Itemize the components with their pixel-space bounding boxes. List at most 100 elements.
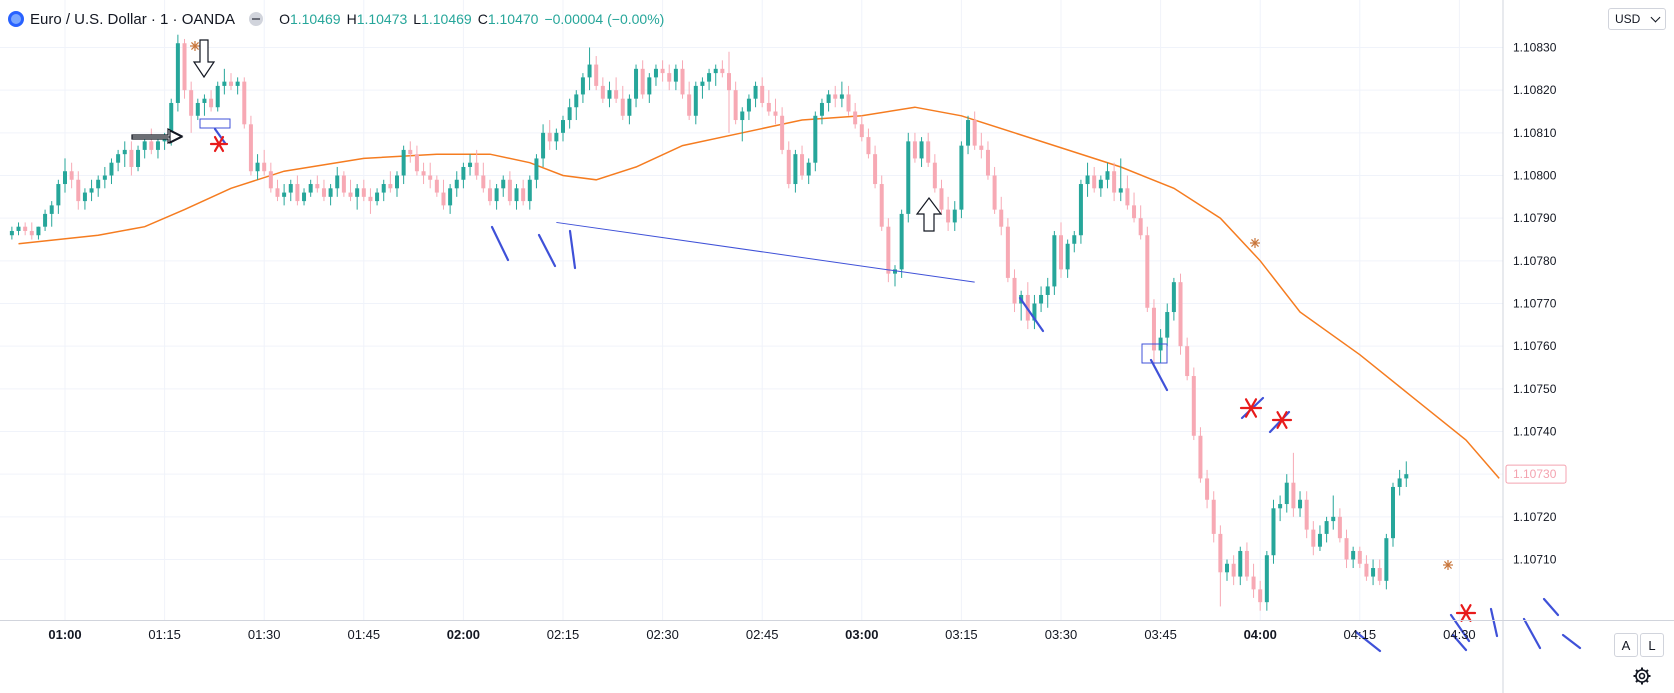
candle-body — [295, 184, 300, 202]
x-tick-label: 02:00 — [447, 627, 480, 642]
candle-body — [534, 158, 539, 180]
x-tick-label: 04:30 — [1443, 627, 1476, 642]
candle-body — [999, 209, 1004, 227]
candle-body — [335, 175, 340, 189]
change-value: −0.00004 (−0.00%) — [544, 11, 665, 27]
star-marker — [1455, 604, 1477, 622]
star-marker — [209, 135, 229, 153]
open-label: O — [279, 11, 290, 27]
candle-body — [806, 162, 811, 176]
candle-body — [408, 149, 413, 155]
candle-body — [713, 68, 718, 74]
candle-body — [660, 68, 665, 74]
candle-body — [1072, 235, 1077, 244]
candle-body — [541, 132, 546, 159]
auto-scale-button[interactable]: A — [1614, 633, 1638, 657]
candle-body — [1105, 171, 1110, 180]
candle-body — [1039, 294, 1044, 304]
candle-body — [16, 226, 21, 231]
candle-body — [932, 162, 937, 189]
candle-body — [341, 175, 346, 193]
candle-body — [647, 77, 652, 95]
candle-body — [501, 179, 506, 189]
candle-body — [760, 85, 765, 103]
candle-body — [56, 184, 61, 206]
candle-body — [1384, 538, 1389, 581]
candle-body — [1344, 538, 1349, 560]
drawings-layer — [131, 39, 1582, 653]
asterisk-marker — [190, 41, 200, 51]
candle-body — [209, 98, 214, 108]
log-scale-button[interactable]: L — [1640, 633, 1664, 657]
candle-body — [780, 115, 785, 150]
candle-body — [926, 141, 931, 163]
candle-body — [700, 81, 705, 86]
gear-icon[interactable] — [1632, 666, 1652, 686]
hide-icon[interactable] — [249, 12, 264, 26]
candle-body — [1284, 482, 1289, 505]
candle-body — [1078, 184, 1083, 236]
candle-body — [707, 73, 712, 82]
candle-body — [667, 73, 672, 82]
drawing-stroke — [1018, 296, 1045, 333]
candle-body — [687, 94, 692, 116]
x-tick-label: 03:45 — [1144, 627, 1177, 642]
candle-body — [580, 77, 585, 95]
candle-body — [96, 179, 101, 189]
drawing-stroke — [537, 233, 557, 268]
candle-body — [248, 124, 253, 172]
candle-body — [959, 145, 964, 210]
candle-body — [620, 98, 625, 116]
candle-body — [242, 81, 247, 125]
candle-body — [600, 85, 605, 99]
candle-body — [1205, 478, 1210, 500]
x-tick-label: 02:15 — [547, 627, 580, 642]
candle-body — [727, 73, 731, 91]
y-tick-label: 1.10760 — [1513, 339, 1557, 353]
candle-body — [979, 145, 984, 150]
candle-body — [826, 94, 831, 103]
candle-body — [235, 81, 240, 86]
symbol-title[interactable]: Euro / U.S. Dollar · 1 · OANDA — [30, 10, 236, 28]
candle-body — [1132, 205, 1137, 219]
candle-body — [282, 192, 287, 197]
candle-body — [1138, 218, 1143, 236]
candle-body — [468, 162, 473, 167]
y-tick-label: 1.10800 — [1513, 169, 1557, 183]
candle-body — [1364, 563, 1369, 577]
drawing-rectangle — [199, 118, 231, 129]
chevron-down-icon — [1650, 12, 1661, 23]
drawing-rectangle — [1141, 343, 1168, 364]
candle-body — [189, 90, 194, 116]
y-tick-label: 1.10820 — [1513, 83, 1557, 97]
candle-body — [1258, 589, 1263, 603]
candle-body — [1012, 277, 1017, 304]
candle-body — [1371, 568, 1376, 577]
drawing-stroke — [1354, 630, 1382, 653]
candle-body — [607, 90, 612, 99]
candle-body — [23, 226, 28, 231]
candle-body — [587, 64, 592, 78]
x-tick-label: 03:30 — [1045, 627, 1078, 642]
arrow-down-marker — [192, 39, 216, 79]
candle-body — [1052, 235, 1057, 287]
candle-body — [82, 192, 87, 202]
moving-average-layer — [18, 106, 1500, 479]
candle-body — [122, 149, 127, 155]
candle-body — [43, 213, 48, 227]
x-tick-label: 01:30 — [248, 627, 281, 642]
candle-body — [786, 149, 791, 185]
candle-body — [36, 226, 41, 236]
candle-body — [853, 111, 858, 125]
candle-body — [966, 120, 971, 146]
star-stroke — [1460, 604, 1472, 622]
candle-body — [202, 98, 207, 103]
candle-body — [454, 179, 459, 189]
candle-body — [1112, 171, 1117, 193]
candle-body — [89, 188, 94, 193]
currency-selector[interactable]: USD — [1608, 8, 1666, 30]
y-tick-label: 1.10780 — [1513, 254, 1557, 268]
candle-body — [567, 107, 572, 121]
